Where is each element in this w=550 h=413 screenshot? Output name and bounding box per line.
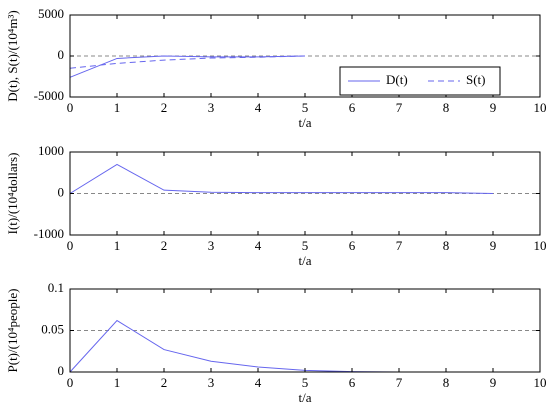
x-tick-label: 3 [208,238,215,253]
legend-label: S(t) [466,72,486,87]
x-tick-label: 0 [67,375,74,390]
x-tick-label: 5 [302,238,309,253]
x-tick-label: 4 [255,100,262,115]
x-axis-label: t/a [299,390,312,405]
y-tick-label: 0 [58,363,65,378]
y-tick-label: 0 [58,184,65,199]
x-tick-label: 4 [255,375,262,390]
y-tick-label: 0.05 [41,321,64,336]
x-axis-label: t/a [299,115,312,130]
x-tick-label: 8 [443,238,450,253]
y-axis-label: P(t)/(10⁴people) [5,289,20,373]
legend-label: D(t) [386,72,408,87]
x-tick-label: 1 [114,100,121,115]
y-axis-label: D(t), S(t)/(10⁴m³) [5,10,20,101]
x-tick-label: 9 [490,238,497,253]
x-tick-label: 5 [302,375,309,390]
x-tick-label: 8 [443,375,450,390]
x-tick-label: 6 [349,375,356,390]
x-tick-label: 7 [396,100,403,115]
x-tick-label: 3 [208,100,215,115]
x-tick-label: 2 [161,238,168,253]
x-tick-label: 10 [534,238,547,253]
x-tick-label: 0 [67,100,74,115]
x-axis-label: t/a [299,253,312,268]
y-tick-label: 5000 [38,6,64,21]
x-tick-label: 6 [349,238,356,253]
data-line [69,163,494,194]
x-tick-label: 1 [114,238,121,253]
y-tick-label: 0.1 [48,280,64,295]
x-tick-label: 7 [396,375,403,390]
x-tick-label: 0 [67,238,74,253]
y-tick-label: -5000 [34,88,64,103]
x-tick-label: 9 [490,375,497,390]
x-tick-label: 4 [255,238,262,253]
x-tick-label: 5 [302,100,309,115]
y-axis-label: I(t)/(10⁴dollars) [5,153,20,235]
data-line [69,55,306,78]
x-tick-label: 9 [490,100,497,115]
x-tick-label: 10 [534,375,547,390]
y-tick-label: 1000 [38,143,64,158]
x-tick-label: 3 [208,375,215,390]
x-tick-label: 10 [534,100,547,115]
x-tick-label: 6 [349,100,356,115]
x-tick-label: 1 [114,375,121,390]
x-tick-label: 2 [161,375,168,390]
x-tick-label: 2 [161,100,168,115]
y-tick-label: 0 [58,47,65,62]
x-tick-label: 7 [396,238,403,253]
x-tick-label: 8 [443,100,450,115]
y-tick-label: -1000 [34,226,64,241]
